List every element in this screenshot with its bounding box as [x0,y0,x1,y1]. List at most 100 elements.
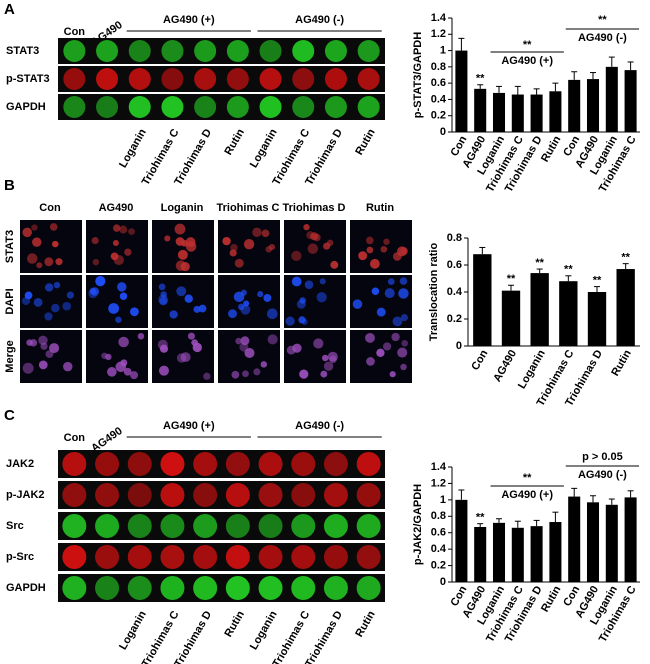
cell [243,300,250,307]
blot-spot [226,68,249,90]
cell [128,228,135,236]
cell [177,249,188,260]
blot-spot [95,483,120,507]
lane-label: Loganin [248,609,280,652]
cell [51,303,60,313]
blot-spot [225,483,250,507]
cell [352,299,363,309]
cell [330,260,339,269]
column-label: AG490 [99,202,134,214]
cell [371,287,380,296]
group-note: ** [523,472,532,484]
blot-spot [291,545,316,569]
column-label: Loganin [161,202,204,214]
blot-spot [127,452,152,476]
row-label: p-Src [6,551,34,563]
blot-spot [258,483,283,507]
y-tick-label: 1.4 [431,12,447,24]
x-tick-label: Rutin [539,134,564,165]
y-tick-label: 0.8 [431,510,446,522]
group-label: AG490 (+) [163,420,215,432]
cell [63,361,73,372]
significance: ** [593,275,602,287]
cell [228,309,237,319]
blot-spot [194,68,217,90]
blot-spot [128,68,151,90]
cell [159,297,168,306]
cell [32,237,42,247]
blot-spot [127,545,152,569]
cell [392,316,403,327]
significance: ** [476,512,485,524]
significance: ** [621,252,630,264]
y-tick-label: 0.2 [431,110,446,122]
y-tick-label: 0.6 [447,259,462,271]
bar [530,94,543,132]
blot-spot [356,576,381,600]
cell [400,247,408,255]
significance: ** [476,73,485,85]
blot-spot [258,545,283,569]
significance: ** [507,273,516,285]
cell [38,335,48,346]
group-note: p > 0.05 [582,451,623,463]
blot-spot [324,96,347,118]
bar [492,522,506,582]
row-label: GAPDH [6,582,46,594]
y-tick-label: 0.6 [431,527,446,539]
blot-spot [193,514,218,538]
cell [380,245,388,253]
y-tick-label: 0 [440,126,446,138]
group-label: AG490 (-) [295,420,344,432]
cell [299,369,309,379]
cell [387,278,395,285]
cell [327,351,338,362]
blot-spot [323,514,348,538]
blot-spot [160,514,185,538]
cell [222,236,231,246]
cell [187,332,195,340]
cell [169,310,178,319]
blot-spot [291,483,316,507]
cell [298,316,306,324]
cell [180,261,190,272]
blot-spot [63,96,86,118]
y-tick-label: 0.4 [431,93,447,105]
blot-spot [356,514,381,538]
cell [180,352,191,363]
cell [117,282,127,292]
row-label: JAK2 [6,458,34,470]
blot-spot [194,40,217,62]
y-tick-label: 1.2 [431,477,446,489]
cell [312,233,321,242]
cell [234,258,244,268]
cell [306,231,315,240]
micrograph [218,275,280,328]
y-tick-label: 1.4 [431,461,447,473]
cell [291,276,302,287]
blot-spot [62,576,87,600]
bar [473,254,492,346]
blot-spot [96,40,119,62]
cell [44,283,54,292]
cell [198,304,207,313]
lane-label: Rutin [223,609,248,640]
y-tick-label: 0.8 [447,232,462,244]
cell [129,307,139,317]
y-axis-label: Translocation ratio [428,243,440,342]
x-tick-label: Rutin [609,348,634,379]
cell [176,286,187,297]
cell [38,360,48,370]
blot-spot [225,452,250,476]
cell [62,301,72,311]
y-tick-label: 0.4 [447,286,463,298]
blot-spot [95,452,120,476]
cell [252,227,262,238]
blot-spot [323,483,348,507]
cell [301,318,308,325]
bar [568,79,581,132]
blot-spot [258,514,283,538]
blot-spot [128,40,151,62]
blot-spot [292,68,315,90]
blot-spot [193,576,218,600]
